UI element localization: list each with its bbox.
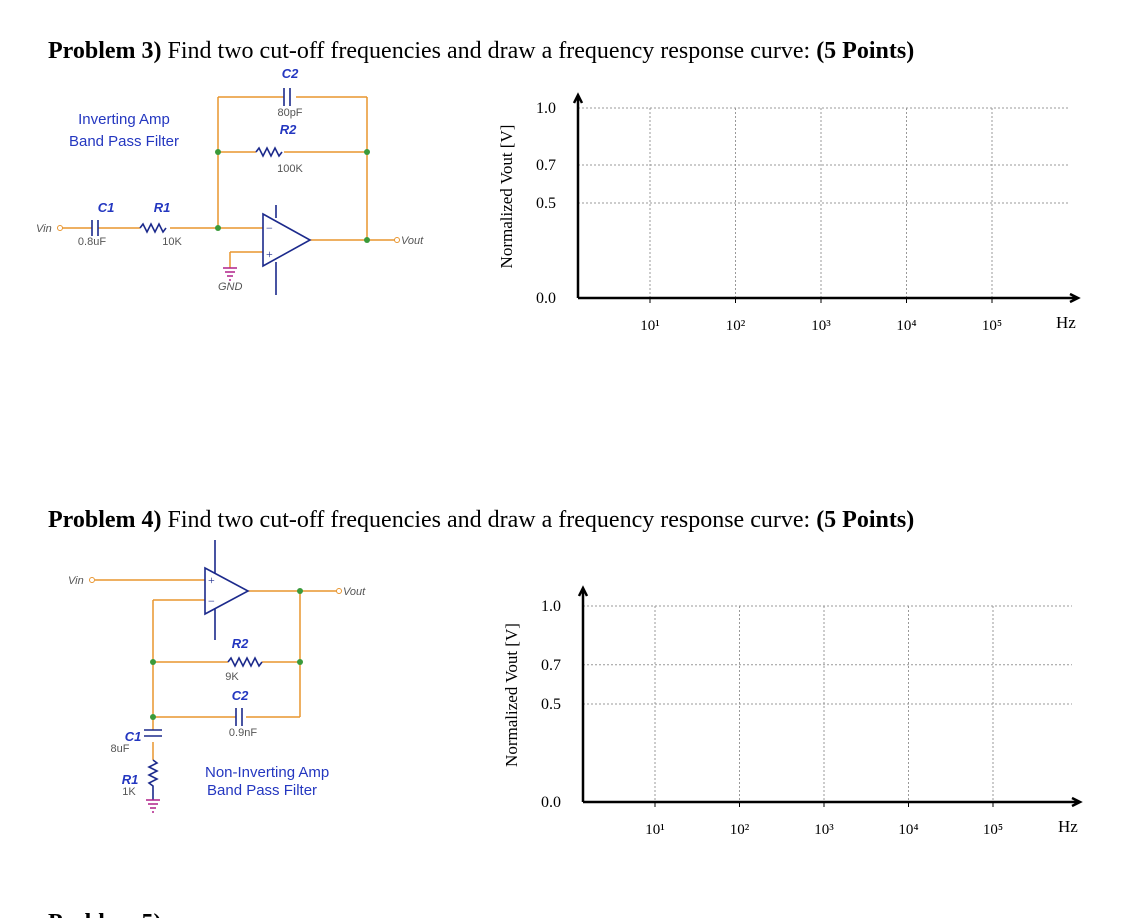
x-tick-label: 10¹ (645, 822, 665, 838)
heading-points: (5 Points) (816, 38, 914, 64)
circuit-title: Band Pass Filter (69, 133, 179, 150)
y-tick-label: 1.0 (536, 100, 556, 117)
y-tick-label: 0.5 (536, 195, 556, 212)
x-tick-label: 10³ (811, 318, 831, 334)
y-tick-label: 0.7 (536, 157, 556, 174)
component (91, 88, 291, 236)
circuit-title: Band Pass Filter (207, 782, 317, 799)
node (215, 149, 221, 155)
terminal (57, 225, 63, 231)
y-axis (577, 585, 589, 802)
output-label: Vout (401, 235, 424, 247)
input-label: Vin (68, 575, 84, 587)
node (297, 588, 303, 594)
input-label: Vin (36, 223, 52, 235)
node (150, 659, 156, 665)
node (364, 237, 370, 243)
heading: Problem 4) Find two cut-off frequencies a… (48, 507, 914, 533)
component-value: 1K (122, 786, 136, 798)
x-tick-label: 10⁴ (898, 822, 918, 838)
component-label: R2 (232, 636, 249, 651)
plus: + (266, 247, 273, 261)
x-tick-label: 10³ (814, 822, 834, 838)
component-value: 9K (225, 671, 239, 683)
terminal (89, 577, 95, 583)
heading-text: Find two cut-off frequencies and draw a … (168, 38, 811, 64)
y-axis-label: Normalized Vout [V] (497, 125, 516, 269)
component (144, 656, 263, 800)
node (297, 659, 303, 665)
node (150, 714, 156, 720)
component-label: R2 (280, 122, 297, 137)
ground (223, 267, 237, 281)
op-amp (204, 540, 250, 640)
component-label: C1 (125, 729, 142, 744)
x-axis (583, 796, 1083, 808)
component-value: 80pF (277, 107, 302, 119)
heading: Problem 3) Find two cut-off frequencies a… (48, 38, 914, 64)
component-label: C2 (282, 66, 299, 81)
component-label: R1 (154, 200, 171, 215)
terminal (336, 588, 342, 594)
component-value: 0.8uF (78, 236, 106, 248)
terminal (394, 237, 400, 243)
heading-text: Find two cut-off frequencies and draw a … (168, 507, 811, 533)
minus: − (208, 594, 215, 608)
component-value: 10K (162, 236, 182, 248)
y-tick-label: 0.5 (541, 696, 561, 713)
x-tick-label: 10⁵ (983, 822, 1003, 838)
output-label: Vout (343, 586, 366, 598)
x-tick-label: 10² (730, 822, 750, 838)
ground (146, 799, 160, 813)
y-tick-label: 0.7 (541, 657, 561, 674)
component-label: C1 (98, 200, 115, 215)
y-tick-label: 1.0 (541, 598, 561, 615)
ground-label: GND (218, 281, 243, 293)
minus: − (266, 221, 273, 235)
op-amp (262, 205, 312, 295)
x-tick-label: 10⁵ (982, 318, 1002, 334)
next-heading: Problem 5) (48, 910, 162, 918)
y-axis (572, 92, 584, 298)
circuit: − + Inverting Amp Band Pass Filter C2 80… (36, 66, 424, 295)
component-value: 8uF (111, 743, 130, 755)
heading-label: Problem 3) (48, 38, 162, 64)
y-tick-label: 0.0 (541, 794, 561, 811)
y-axis-label: Normalized Vout [V] (502, 623, 521, 767)
component-label: C2 (232, 688, 249, 703)
plus: + (208, 573, 215, 587)
circuit: + − Non-Inverting Amp Band Pass Filter R… (68, 540, 366, 813)
heading-points: (5 Points) (816, 507, 914, 533)
circuit-title: Non-Inverting Amp (205, 764, 329, 781)
x-tick-label: 10⁴ (896, 318, 916, 334)
x-axis-unit: Hz (1056, 313, 1076, 332)
x-axis (578, 292, 1081, 304)
node (364, 149, 370, 155)
circuit-title: Inverting Amp (78, 111, 170, 128)
x-tick-label: 10¹ (640, 318, 660, 334)
y-tick-label: 0.0 (536, 290, 556, 307)
component-label: R1 (122, 772, 139, 787)
heading-label: Problem 4) (48, 507, 162, 533)
x-axis-unit: Hz (1058, 817, 1078, 836)
component-value: 100K (277, 163, 303, 175)
node (215, 225, 221, 231)
component-value: 0.9nF (229, 727, 257, 739)
x-tick-label: 10² (726, 318, 746, 334)
